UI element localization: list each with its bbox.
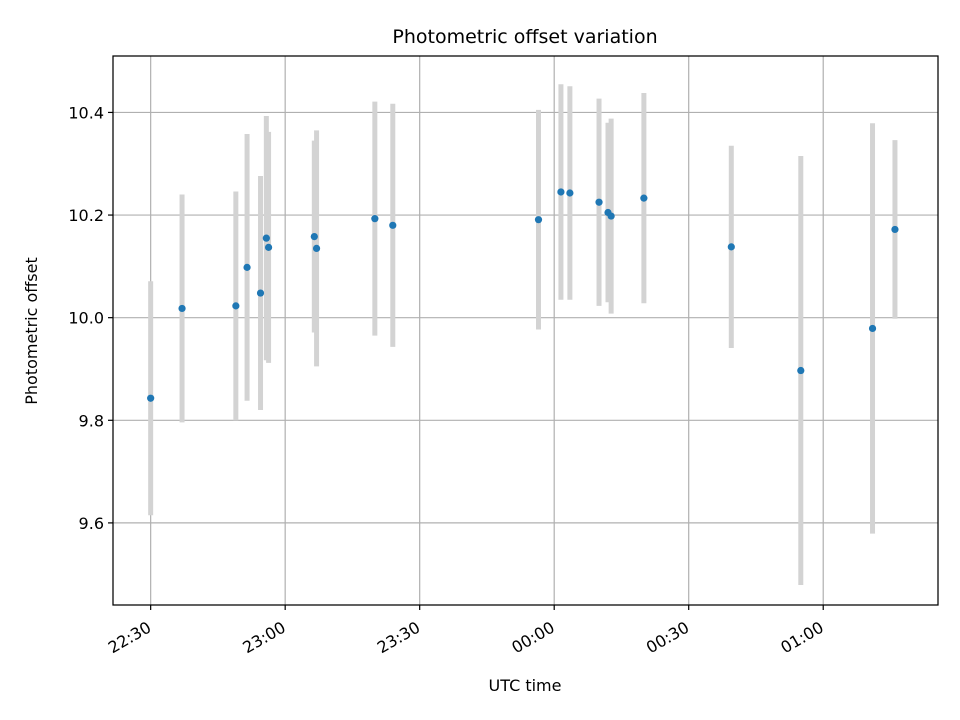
data-point: [607, 212, 615, 220]
data-point: [640, 194, 648, 202]
data-point: [178, 304, 186, 313]
data-point: [557, 188, 565, 196]
y-tick-label: 10.0: [68, 309, 104, 328]
y-tick-label: 9.6: [79, 514, 104, 533]
y-tick-label: 10.4: [68, 103, 104, 122]
data-point: [891, 225, 899, 234]
data-point: [534, 216, 543, 224]
data-point: [256, 289, 265, 297]
data-point: [389, 221, 397, 229]
y-tick-label: 10.2: [68, 206, 104, 225]
data-point: [595, 198, 603, 206]
data-point: [310, 233, 318, 241]
plot-frame: [112, 55, 939, 606]
data-point: [727, 243, 735, 251]
data-point: [232, 302, 240, 310]
data-point: [262, 234, 270, 242]
chart-title: Photometric offset variation: [392, 26, 657, 48]
data-point: [797, 366, 805, 375]
x-axis-title: UTC time: [489, 676, 562, 695]
data-points: [147, 188, 899, 402]
data-point: [243, 263, 251, 271]
y-tick-label: 9.8: [79, 411, 104, 430]
data-point: [371, 215, 379, 223]
data-point: [312, 244, 321, 253]
data-point: [264, 243, 273, 251]
data-point: [868, 324, 877, 333]
data-point: [566, 189, 574, 197]
data-point: [147, 394, 155, 402]
y-axis-title: Photometric offset: [22, 257, 41, 405]
